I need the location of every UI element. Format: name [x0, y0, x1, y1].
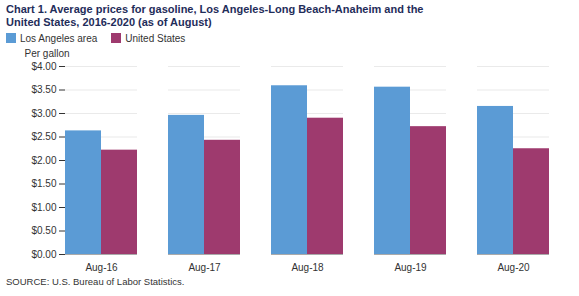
svg-text:$3.00: $3.00: [31, 108, 56, 119]
svg-text:Aug-19: Aug-19: [394, 262, 427, 273]
svg-text:$2.00: $2.00: [31, 155, 56, 166]
svg-text:$2.50: $2.50: [31, 131, 56, 142]
svg-text:$1.50: $1.50: [31, 178, 56, 189]
svg-text:$4.00: $4.00: [31, 61, 56, 72]
html-text:Chart 1. Average prices for ga: Chart 1. Average prices for gasoline, Lo…: [6, 3, 424, 15]
html-text:United States, 2016-2020 (as o: United States, 2016-2020 (as of August): [6, 16, 212, 28]
html-text:SOURCE: U.S. Bureau of Labor S: SOURCE: U.S. Bureau of Labor Statistics.: [6, 276, 185, 287]
svg-text:Aug-16: Aug-16: [85, 262, 118, 273]
svg-text:Aug-17: Aug-17: [188, 262, 221, 273]
html-text:Los Angeles area: Los Angeles area: [20, 33, 98, 44]
svg-text:$0.00: $0.00: [31, 249, 56, 260]
html-text:United States: United States: [125, 33, 186, 44]
svg-text:Aug-18: Aug-18: [291, 262, 324, 273]
svg-text:$1.00: $1.00: [31, 202, 56, 213]
svg-text:Per gallon: Per gallon: [25, 48, 70, 59]
svg-text:$3.50: $3.50: [31, 84, 56, 95]
svg-text:Aug-20: Aug-20: [497, 262, 530, 273]
svg-text:$0.50: $0.50: [31, 225, 56, 236]
